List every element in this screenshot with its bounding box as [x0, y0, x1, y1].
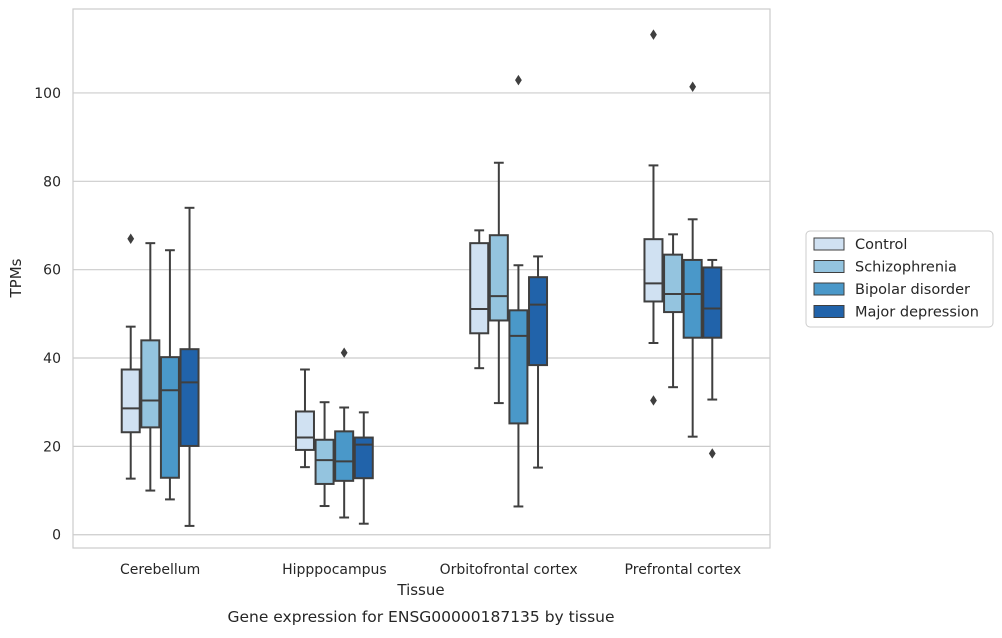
outlier-point — [340, 347, 348, 358]
legend-label: Control — [855, 237, 907, 253]
x-tick-label: Cerebellum — [120, 562, 200, 578]
box-group — [353, 411, 374, 525]
box-iqr — [294, 410, 315, 451]
legend-swatch — [813, 260, 845, 273]
plot-frame — [72, 8, 771, 549]
legend-frame — [805, 230, 994, 328]
outlier-point — [689, 81, 697, 92]
box-group — [334, 347, 355, 519]
legend-swatch — [813, 305, 845, 318]
x-tick-label: Prefrontal cortex — [625, 562, 742, 578]
y-axis-label: TPMs — [7, 258, 25, 298]
box-iqr — [702, 266, 723, 339]
box-iqr — [159, 356, 180, 479]
outlier-point — [515, 74, 522, 86]
box-group — [469, 229, 490, 370]
box-iqr — [528, 276, 549, 367]
y-tick-label: 60 — [43, 263, 61, 279]
box-iqr — [508, 309, 529, 425]
box-iqr — [120, 368, 141, 434]
y-tick-label: 40 — [43, 351, 61, 367]
chart-caption: Gene expression for ENSG00000187135 by t… — [227, 608, 614, 626]
box-group — [140, 242, 161, 492]
boxes — [120, 29, 723, 527]
outlier-point — [708, 448, 716, 459]
box-iqr — [140, 339, 161, 429]
legend-swatch — [813, 237, 845, 251]
box-group — [294, 368, 315, 469]
box-group — [682, 81, 703, 438]
outlier-point — [127, 233, 135, 244]
y-tick-label: 0 — [52, 528, 61, 544]
legend-label: Bipolar disorder — [855, 282, 970, 298]
legend-label: Major depression — [855, 305, 979, 321]
box-iqr — [469, 242, 490, 335]
box-iqr — [663, 253, 684, 314]
box-iqr — [682, 258, 703, 339]
x-tick-labels: Cerebellum Hipppocampus Orbitofrontal cort… — [120, 562, 741, 578]
y-tick-label: 100 — [34, 86, 61, 102]
box-group — [643, 29, 664, 406]
outlier-point — [650, 29, 657, 40]
legend-label: Schizophrenia — [855, 260, 957, 276]
box-group — [488, 161, 509, 405]
box-group — [702, 258, 723, 459]
box-iqr — [179, 348, 200, 447]
y-tick-label: 20 — [43, 439, 61, 455]
box-group — [314, 401, 335, 508]
box-group — [663, 233, 684, 389]
box-group — [179, 206, 200, 527]
x-axis-label: Tissue — [396, 581, 444, 599]
legend: Control Schizophrenia Bipolar disorder Majo… — [805, 230, 994, 328]
y-tick-labels: 0 20 40 60 80 100 — [34, 86, 61, 544]
x-tick-label: Orbitofrontal cortex — [440, 562, 578, 578]
box-iqr — [314, 438, 335, 485]
box-iqr — [488, 234, 509, 322]
box-group — [159, 249, 180, 501]
box-group — [528, 255, 549, 469]
x-tick-label: Hipppocampus — [282, 562, 387, 578]
legend-swatch — [813, 282, 845, 296]
box-iqr — [334, 430, 355, 482]
box-group — [508, 74, 529, 508]
box-iqr — [353, 436, 374, 480]
box-group — [120, 233, 141, 480]
outlier-point — [650, 395, 657, 406]
y-tick-label: 80 — [43, 174, 61, 190]
box-iqr — [643, 238, 664, 303]
